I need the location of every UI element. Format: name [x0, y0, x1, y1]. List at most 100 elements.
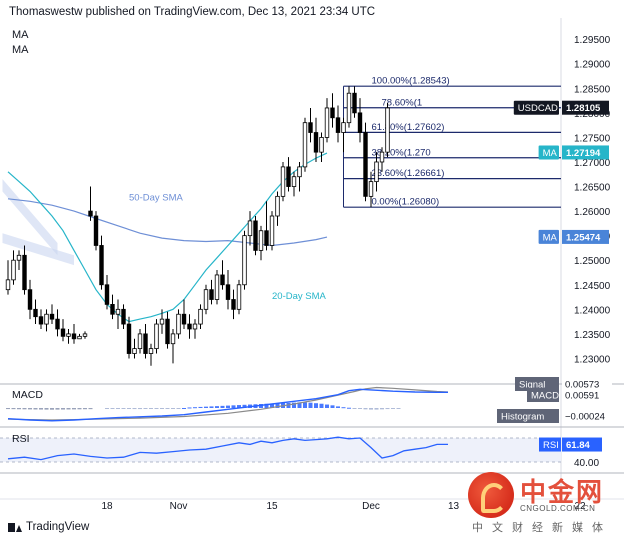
- macd-histogram-bar: [176, 408, 181, 409]
- price-tag-value: 1.25474: [566, 232, 601, 243]
- macd-histogram-bar: [55, 408, 60, 410]
- fib-level-label: 78.60%(1: [382, 97, 423, 108]
- candle-body: [71, 333, 77, 340]
- macd-histogram-bar: [61, 408, 65, 410]
- macd-title: MACD: [12, 389, 43, 401]
- histogram-tag-name-bg: [497, 409, 559, 423]
- signal-tag-name: Signal: [519, 380, 545, 391]
- candle-body: [126, 323, 132, 354]
- candle-body: [286, 166, 291, 187]
- candle-body: [165, 318, 170, 345]
- macd-histogram-bar: [275, 403, 280, 408]
- candle-body: [137, 333, 143, 350]
- price-tag-name: MA: [543, 148, 558, 159]
- macd-tag-name-bg: [527, 388, 559, 402]
- candle-body: [209, 289, 214, 300]
- price-tick-label: 1.27500: [574, 133, 611, 144]
- fib-level-label: 61.80%(1.27602): [372, 122, 445, 133]
- price-tag-name: USDCAD: [518, 103, 558, 114]
- candle-body: [143, 333, 148, 354]
- macd-tag-value-bg: [562, 388, 612, 402]
- candle-body: [55, 318, 60, 330]
- macd-histogram-bar: [50, 408, 54, 410]
- macd-histogram-bar: [66, 408, 71, 410]
- macd-histogram-bar: [226, 405, 230, 408]
- macd-signal-line: [7, 386, 449, 421]
- time-tick-label: 13: [448, 501, 460, 512]
- macd-histogram-bar: [198, 406, 203, 408]
- macd-histogram-bar: [72, 408, 76, 410]
- rsi-tag-name-bg: [539, 437, 561, 452]
- macd-histogram-bar: [154, 408, 159, 409]
- candle-body: [264, 230, 269, 246]
- candle-body: [346, 92, 352, 124]
- macd-histogram-bar: [380, 408, 384, 410]
- candle-body: [374, 161, 379, 183]
- rsi-title: RSI: [12, 433, 30, 445]
- macd-histogram-bar: [325, 404, 329, 408]
- cngold-logo-icon: [468, 472, 514, 518]
- macd-histogram-bar: [231, 405, 236, 408]
- price-tick-label: 1.26500: [574, 183, 611, 194]
- candle-body: [192, 323, 198, 330]
- macd-histogram-bar: [385, 408, 390, 410]
- ma-indicator-label-2[interactable]: MA: [12, 44, 29, 56]
- candle-body: [275, 195, 280, 217]
- candle-body: [170, 333, 176, 345]
- macd-histogram-bar: [160, 408, 164, 409]
- macd-histogram-bar: [33, 408, 38, 410]
- candle-body: [82, 333, 88, 337]
- macd-histogram-bar: [22, 408, 27, 410]
- candle-body: [291, 176, 297, 187]
- candle-body: [357, 112, 363, 133]
- macd-histogram-bar: [303, 402, 307, 408]
- candle-body: [187, 323, 192, 330]
- candle-body: [231, 299, 236, 310]
- macd-histogram-bar: [204, 406, 208, 408]
- fib-level-label: 0.00%(1.26080): [372, 197, 440, 208]
- candle-body: [93, 215, 99, 246]
- macd-histogram-bar: [396, 408, 401, 409]
- macd-histogram-bar: [352, 408, 357, 409]
- macd-histogram-bar: [83, 408, 87, 410]
- ma-indicator-label[interactable]: MA: [12, 29, 29, 41]
- price-tick-label: 1.27000: [574, 158, 611, 169]
- time-tick-label: 15: [266, 501, 278, 512]
- candle-body: [313, 132, 319, 153]
- price-tag-value-bg: [562, 229, 609, 244]
- candle-body: [115, 308, 121, 315]
- candle-body: [176, 313, 181, 335]
- price-tick-label: 1.23000: [574, 354, 611, 365]
- macd-histogram-bar: [209, 406, 214, 408]
- time-tick-label: Dec: [362, 501, 380, 512]
- candle-body: [363, 132, 368, 197]
- price-tag-value: 1.27194: [566, 148, 601, 159]
- time-tick-label: Nov: [170, 501, 188, 512]
- macd-histogram-bar: [171, 408, 175, 409]
- macd-histogram-bar: [264, 403, 269, 408]
- macd-histogram-bar: [187, 407, 192, 409]
- candle-body: [247, 220, 253, 237]
- macd-histogram-bar: [132, 408, 137, 410]
- fib-level-label: 38.20%(1.270: [372, 147, 431, 158]
- histogram-tag-value: −0.00024: [565, 412, 605, 423]
- candle-body: [132, 348, 137, 354]
- macd-tag-name: MACD: [531, 391, 559, 402]
- price-tag-value-bg: [562, 145, 609, 160]
- candle-body: [99, 245, 104, 286]
- macd-histogram-bar: [341, 407, 346, 409]
- candle-body: [203, 289, 209, 310]
- candle-body: [242, 235, 247, 286]
- cngold-logo-tagline: 中文财经新媒体: [472, 521, 612, 534]
- macd-histogram-bar: [314, 403, 318, 408]
- fib-level-label: 23.60%(1.26661): [372, 168, 445, 179]
- candle-body: [148, 348, 154, 354]
- candle-body: [269, 215, 275, 246]
- candle-body: [27, 289, 33, 310]
- price-tick-label: 1.24000: [574, 305, 611, 316]
- macd-histogram-bar: [358, 408, 362, 409]
- macd-histogram-bar: [374, 408, 379, 410]
- sma20-label: 20-Day SMA: [272, 291, 327, 302]
- candle-body: [368, 181, 374, 197]
